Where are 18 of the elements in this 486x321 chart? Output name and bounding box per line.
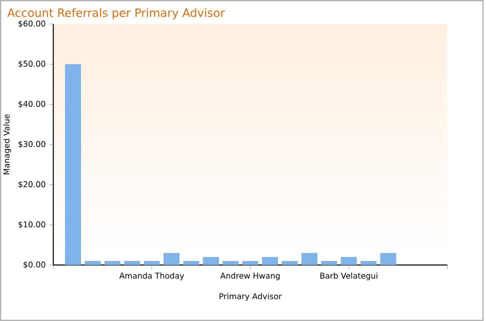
bar [301, 252, 318, 265]
bar [242, 260, 258, 265]
chart-title: Account Referrals per Primary Advisor [7, 8, 225, 20]
bar [222, 260, 239, 265]
bar [183, 260, 200, 265]
bar [360, 260, 377, 265]
bar [124, 260, 140, 265]
bar [144, 260, 160, 265]
bar [340, 256, 357, 265]
bar [104, 260, 120, 265]
bar [202, 256, 219, 265]
bar [65, 64, 82, 265]
bar [282, 260, 298, 265]
bar [321, 260, 338, 265]
bar [262, 256, 278, 265]
bar [84, 260, 101, 265]
bar [380, 252, 396, 265]
bar [164, 252, 180, 265]
